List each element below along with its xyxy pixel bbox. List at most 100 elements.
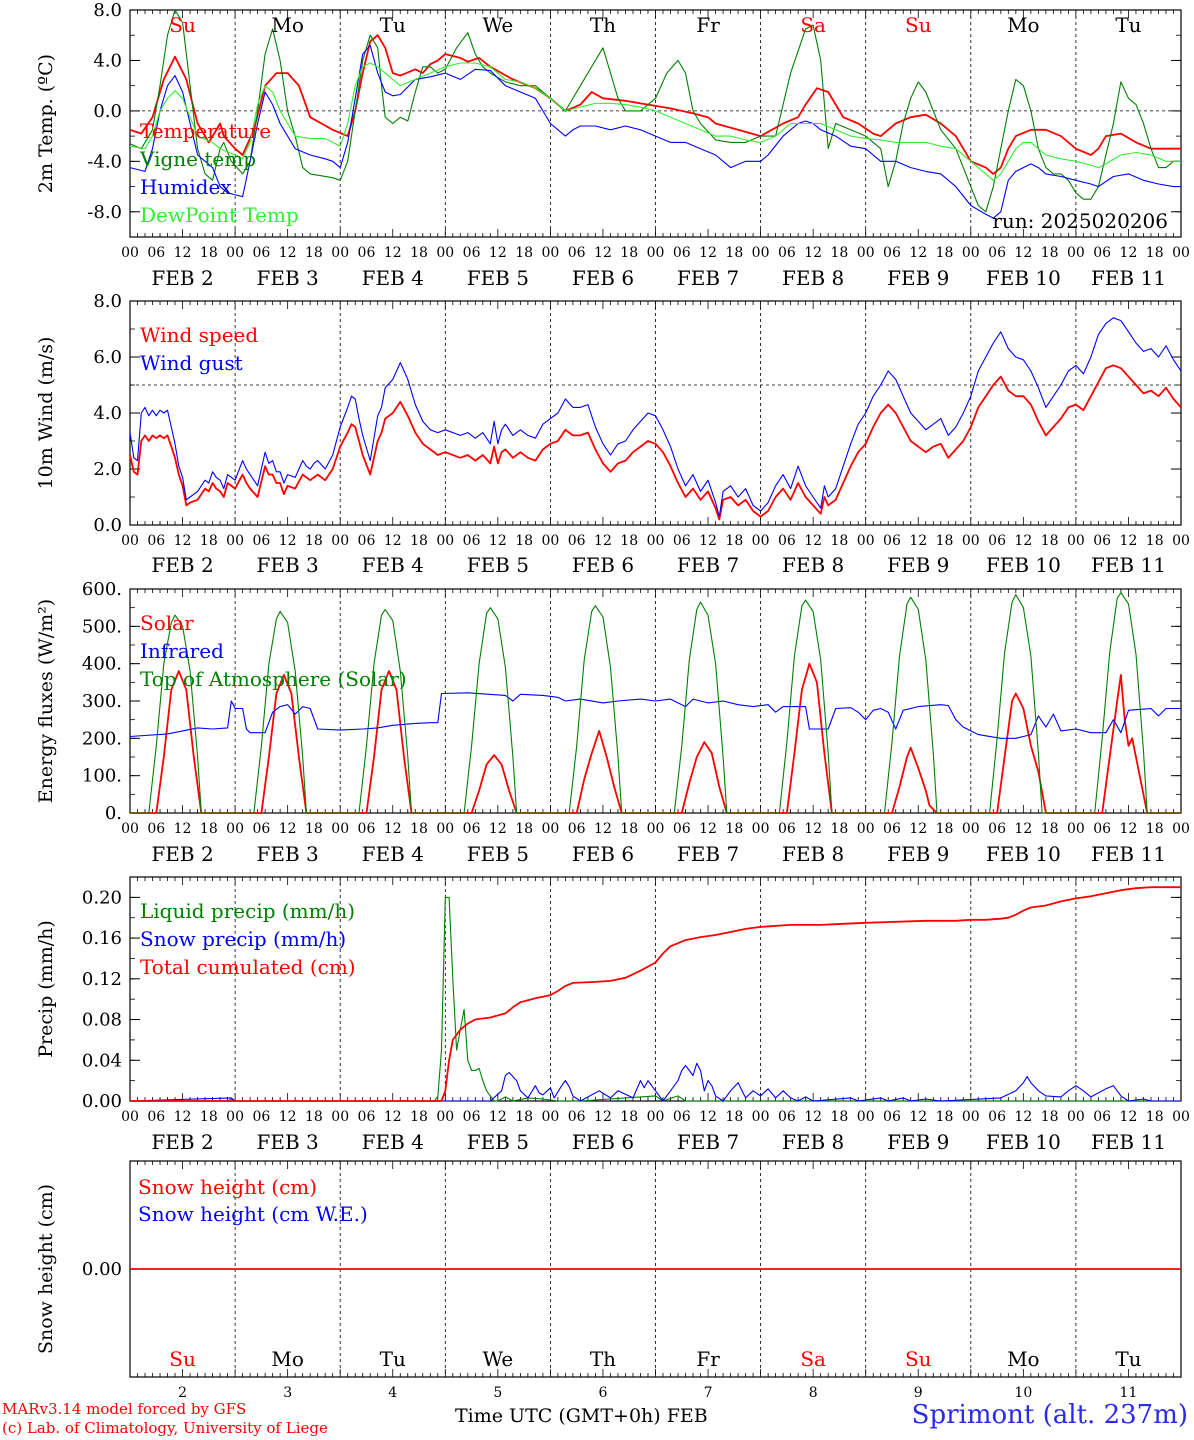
hour-tick-label: 00 bbox=[226, 1109, 244, 1125]
hour-tick-label: 18 bbox=[410, 821, 428, 837]
hour-tick-label: 00 bbox=[752, 245, 770, 261]
hour-tick-label: 18 bbox=[200, 245, 218, 261]
series-line-wind-gust bbox=[129, 317, 1182, 518]
hour-tick-label: 06 bbox=[358, 245, 376, 261]
panel-1: 8.0 4.0 0.0 -4.0 -8.0 2m Temp. (ºC) Temperatur… bbox=[35, 0, 1190, 290]
hour-tick-label: 06 bbox=[988, 821, 1006, 837]
weekday-label: Tu bbox=[1115, 1347, 1141, 1371]
date-label: FEB 5 bbox=[467, 553, 529, 577]
weekday-label: Sa bbox=[800, 1347, 826, 1371]
weekday-label: Mo bbox=[271, 1347, 304, 1371]
legend-entry: Vigne temp bbox=[139, 147, 256, 171]
hour-tick-label: 06 bbox=[673, 245, 691, 261]
hour-tick-label: 12 bbox=[489, 1109, 507, 1125]
y-tick-label: 0. bbox=[105, 803, 122, 824]
hour-tick-label: 00 bbox=[647, 533, 665, 549]
y-tick-label: 0.0 bbox=[93, 101, 122, 122]
y-tick-label: 0.08 bbox=[82, 1010, 122, 1031]
hour-tick-label: 00 bbox=[962, 245, 980, 261]
day-number-label: 8 bbox=[809, 1385, 818, 1401]
legend-entry: Snow height (cm W.E.) bbox=[138, 1202, 368, 1226]
date-label: FEB 10 bbox=[986, 266, 1061, 290]
hour-tick-label: 00 bbox=[121, 821, 139, 837]
hour-tick-label: 12 bbox=[279, 533, 297, 549]
hour-tick-label: 00 bbox=[121, 1109, 139, 1125]
hour-tick-label: 06 bbox=[778, 821, 796, 837]
panel-4: 0.20 0.16 0.12 0.08 0.04 0.00 Precip (mm/h) Liq… bbox=[35, 876, 1190, 1154]
date-label: FEB 2 bbox=[151, 266, 213, 290]
hour-tick-label: 06 bbox=[147, 1109, 165, 1125]
hour-tick-label: 12 bbox=[384, 821, 402, 837]
hour-tick-label: 06 bbox=[252, 245, 270, 261]
hour-tick-label: 12 bbox=[909, 533, 927, 549]
hour-tick-label: 06 bbox=[568, 245, 586, 261]
y-tick-label: 2.0 bbox=[93, 459, 122, 480]
hour-tick-label: 12 bbox=[174, 1109, 192, 1125]
hour-tick-label: 12 bbox=[174, 821, 192, 837]
day-number-label: 3 bbox=[283, 1385, 292, 1401]
series-line-solar bbox=[130, 662, 1181, 814]
hour-tick-label: 18 bbox=[515, 245, 533, 261]
hour-tick-label: 06 bbox=[1093, 821, 1111, 837]
hour-tick-label: 06 bbox=[778, 245, 796, 261]
series-line-humidex bbox=[129, 44, 1181, 219]
hour-tick-label: 12 bbox=[594, 1109, 612, 1125]
hour-tick-label: 18 bbox=[725, 821, 743, 837]
legend-entry: Top of Atmosphere (Solar) bbox=[140, 667, 407, 691]
date-label: FEB 8 bbox=[782, 266, 844, 290]
hour-tick-label: 06 bbox=[673, 1109, 691, 1125]
hour-tick-label: 12 bbox=[909, 245, 927, 261]
hour-tick-label: 00 bbox=[962, 821, 980, 837]
hour-tick-label: 00 bbox=[857, 1109, 875, 1125]
hour-tick-label: 00 bbox=[1067, 821, 1085, 837]
hour-tick-label: 12 bbox=[1120, 245, 1138, 261]
series-line-temperature bbox=[129, 34, 1181, 175]
y-tick-label: 4.0 bbox=[93, 50, 122, 71]
hour-tick-label: 06 bbox=[358, 533, 376, 549]
date-label: FEB 4 bbox=[362, 1130, 424, 1154]
hour-tick-label: 06 bbox=[358, 821, 376, 837]
hour-tick-label: 12 bbox=[279, 1109, 297, 1125]
model-credit: MARv3.14 model forced by GFS bbox=[2, 1400, 247, 1418]
legend-entry: Total cumulated (cm) bbox=[140, 955, 356, 979]
x-axis-title-text: Time UTC (GMT+0h) bbox=[455, 1405, 661, 1427]
legend-entry: DewPoint Temp bbox=[140, 203, 299, 227]
date-label: FEB 5 bbox=[467, 842, 529, 866]
panel-5: 0.00 Snow height (cm) Snow height (cm) Snow… bbox=[35, 1160, 1182, 1401]
y-tick-label: 500. bbox=[82, 616, 122, 637]
date-label: FEB 11 bbox=[1091, 266, 1166, 290]
x-axis-title: Time UTC (GMT+0h) FEB bbox=[455, 1405, 708, 1427]
legend-entry: Wind speed bbox=[140, 323, 258, 347]
date-label: FEB 3 bbox=[257, 842, 319, 866]
day-number-label: 11 bbox=[1120, 1385, 1138, 1401]
hour-tick-label: 06 bbox=[673, 821, 691, 837]
hour-tick-label: 18 bbox=[515, 1109, 533, 1125]
day-number-label: 5 bbox=[493, 1385, 502, 1401]
weekday-label: Su bbox=[169, 1347, 196, 1371]
series-line-vigne-temp bbox=[129, 9, 1181, 213]
hour-tick-label: 06 bbox=[358, 1109, 376, 1125]
hour-tick-label: 12 bbox=[1120, 821, 1138, 837]
hour-tick-label: 06 bbox=[778, 533, 796, 549]
hour-tick-label: 18 bbox=[936, 245, 954, 261]
hour-tick-label: 18 bbox=[831, 1109, 849, 1125]
hour-tick-label: 00 bbox=[541, 821, 559, 837]
hour-tick-label: 00 bbox=[752, 821, 770, 837]
hour-tick-label: 12 bbox=[699, 1109, 717, 1125]
hour-tick-label: 18 bbox=[305, 245, 323, 261]
hour-tick-label: 12 bbox=[699, 533, 717, 549]
hour-tick-label: 18 bbox=[200, 821, 218, 837]
hour-tick-label: 00 bbox=[226, 245, 244, 261]
hour-tick-label: 18 bbox=[620, 245, 638, 261]
y-tick-label: 6.0 bbox=[93, 347, 122, 368]
y-tick-label: 8.0 bbox=[93, 0, 122, 21]
date-label: FEB 7 bbox=[677, 1130, 739, 1154]
hour-tick-label: 00 bbox=[541, 533, 559, 549]
weekday-label: Th bbox=[590, 1347, 616, 1371]
date-label: FEB 6 bbox=[572, 1130, 634, 1154]
hour-tick-label: 00 bbox=[962, 533, 980, 549]
hour-tick-label: 00 bbox=[857, 533, 875, 549]
hour-tick-label: 18 bbox=[515, 821, 533, 837]
legend-entry: Snow height (cm) bbox=[138, 1175, 317, 1199]
